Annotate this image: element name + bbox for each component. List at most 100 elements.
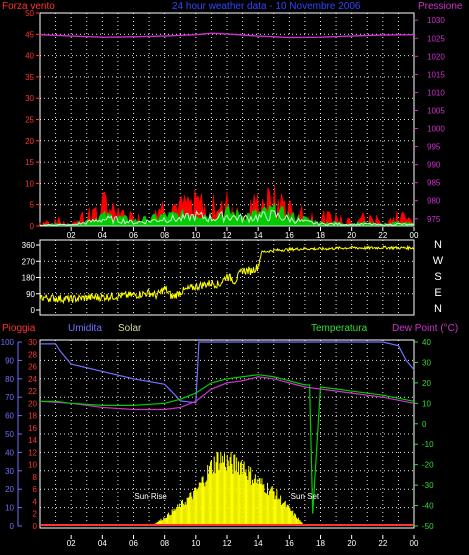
rain-tick-label: 6: [33, 485, 38, 494]
humidity-tick-label: 20: [5, 485, 14, 494]
direction-tick-label: 0: [31, 306, 36, 315]
direction-grid: [40, 240, 414, 315]
wind-tick-label: 50: [25, 9, 34, 18]
humidity-tick-label: 100: [1, 338, 15, 347]
temperature-tick-label: -40: [422, 502, 434, 511]
rain-tick-label: 20: [28, 399, 37, 408]
temperature-tick-label: 10: [422, 399, 431, 408]
rain-tick-label: 2: [33, 510, 38, 519]
x-tick-label: 20: [347, 539, 356, 548]
sun-annotation-label: Sun Set: [291, 492, 320, 501]
rain-tick-label: 10: [28, 461, 37, 470]
direction-tick-label: 360: [22, 241, 36, 250]
rain-tick-label: 16: [28, 424, 37, 433]
legend-temperatura: Temperatura: [311, 323, 368, 334]
pressure-axis-title: Pressione: [418, 1, 463, 12]
x-tick-label: 06: [129, 539, 138, 548]
x-tick-label: 08: [160, 539, 169, 548]
humidity-tick-label: 0: [10, 522, 15, 531]
x-tick-label: 18: [316, 231, 325, 240]
climate-time-axis: 02 04 06 08 10 12 14 16 18 20 22 00: [67, 535, 419, 548]
pressure-tick-label: 1005: [427, 106, 445, 115]
wind-tick-label: 45: [25, 30, 34, 39]
x-tick-label: 00: [410, 231, 419, 240]
direction-degree-axis: 0 90 180 270 360: [22, 241, 40, 315]
compass-label: N: [434, 239, 442, 251]
wind-plot-frame: [39, 12, 415, 227]
direction-tick-label: 270: [22, 257, 36, 266]
wind-series: [39, 32, 415, 227]
humidity-tick-label: 50: [5, 430, 14, 439]
solar-series: [151, 451, 305, 526]
x-tick-label: 10: [191, 539, 200, 548]
x-tick-label: 20: [347, 231, 356, 240]
x-tick-label: 00: [410, 539, 419, 548]
temperature-tick-label: -10: [422, 440, 434, 449]
direction-tick-label: 90: [26, 290, 35, 299]
pressure-tick-label: 975: [427, 215, 441, 224]
x-tick-label: 04: [98, 539, 107, 548]
temperature-tick-label: 40: [422, 338, 431, 347]
temperature-tick-label: -30: [422, 481, 434, 490]
temperature-tick-label: -20: [422, 461, 434, 470]
pressure-tick-label: 1010: [427, 88, 445, 97]
pressure-tick-label: 1030: [427, 16, 445, 25]
rain-tick-label: 12: [28, 448, 37, 457]
rain-tick-label: 24: [28, 375, 37, 384]
wind-tick-label: 20: [25, 137, 34, 146]
pressure-line: [39, 32, 415, 39]
direction-series: [39, 244, 415, 305]
x-tick-label: 22: [378, 539, 387, 548]
x-tick-label: 16: [285, 539, 294, 548]
rain-tick-label: 22: [28, 387, 37, 396]
humidity-tick-label: 30: [5, 467, 14, 476]
temperature-tick-label: 0: [422, 420, 427, 429]
humidity-tick-label: 10: [5, 504, 14, 513]
wind-tick-label: 5: [30, 201, 35, 210]
x-tick-label: 10: [191, 231, 200, 240]
wind-speed-axis: 0 5 10 15 20 25 30 35 40 45 50: [25, 9, 40, 231]
temperature-line: [40, 374, 415, 514]
rain-tick-label: 8: [33, 473, 38, 482]
x-tick-label: 02: [67, 231, 76, 240]
pressure-tick-label: 1015: [427, 70, 445, 79]
temperature-tick-label: 20: [422, 379, 431, 388]
x-tick-label: 08: [160, 231, 169, 240]
temperature-tick-label: -50: [422, 522, 434, 531]
rain-tick-label: 0: [33, 522, 38, 531]
compass-label: S: [434, 271, 441, 283]
legend-solar: Solar: [118, 323, 142, 334]
pressure-tick-label: 995: [427, 143, 441, 152]
wind-tick-label: 25: [25, 116, 34, 125]
wind-axis-title: Forza vento: [2, 1, 55, 12]
pressure-tick-label: 985: [427, 179, 441, 188]
pressure-tick-label: 1025: [427, 34, 445, 43]
x-tick-label: 02: [67, 539, 76, 548]
compass-label: W: [433, 255, 444, 267]
x-tick-label: 16: [285, 231, 294, 240]
x-tick-label: 04: [98, 231, 107, 240]
wind-tick-label: 40: [25, 52, 34, 61]
legend-umidita: Umidita: [68, 323, 102, 334]
x-tick-label: 18: [316, 539, 325, 548]
direction-tick-label: 180: [22, 274, 36, 283]
humidity-tick-label: 80: [5, 375, 14, 384]
legend-pioggia: Pioggia: [2, 323, 36, 334]
wind-tick-label: 30: [25, 94, 34, 103]
humidity-tick-label: 60: [5, 412, 14, 421]
temperature-tick-label: 30: [422, 358, 431, 367]
climate-series: [39, 341, 415, 526]
sun-annotation-label: Sun Rise: [134, 492, 167, 501]
x-tick-label: 06: [129, 231, 138, 240]
humidity-axis: 0 10 20 30 40 50 60 70 80 90 100: [1, 338, 22, 531]
humidity-tick-label: 40: [5, 448, 14, 457]
humidity-tick-label: 70: [5, 393, 14, 402]
pressure-tick-label: 1020: [427, 52, 445, 61]
wind-tick-label: 35: [25, 73, 34, 82]
wind-time-axis: 02 04 06 08 10 12 14 16 18 20 22 00: [67, 227, 419, 240]
